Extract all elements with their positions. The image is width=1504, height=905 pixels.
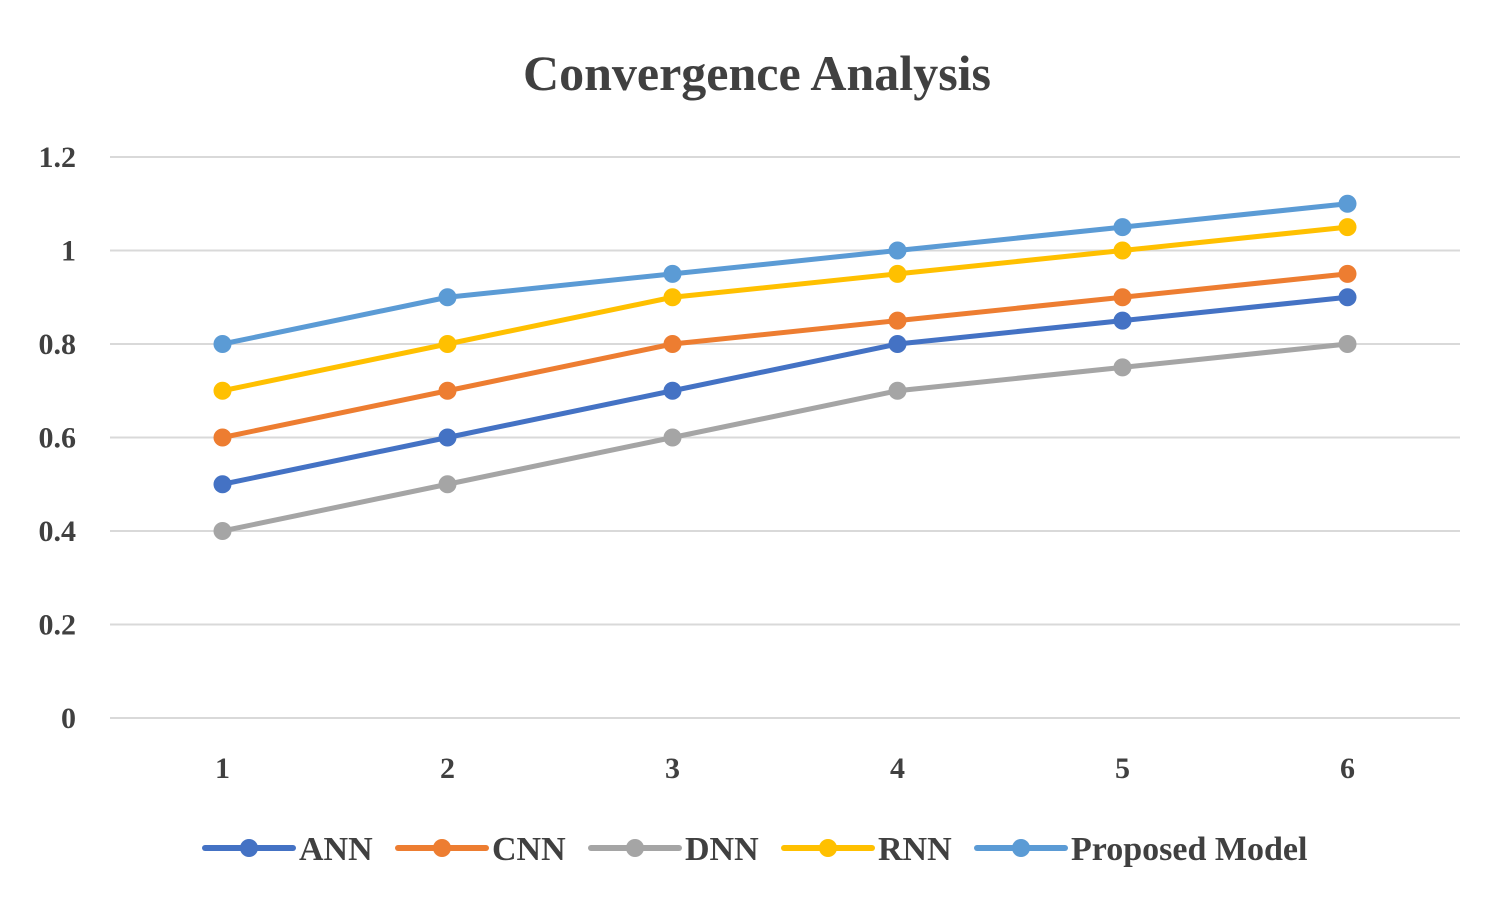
chart-title: Convergence Analysis [523, 45, 991, 101]
legend-label: Proposed Model [1071, 831, 1307, 868]
data-point [1113, 311, 1132, 330]
legend-swatch-marker [1012, 839, 1030, 857]
x-tick-label: 4 [890, 752, 905, 785]
data-point [663, 288, 682, 307]
data-point [213, 522, 232, 540]
series-lines [213, 194, 1357, 540]
data-point [1113, 218, 1132, 237]
legend-item-ann: ANN [202, 831, 373, 868]
legend-swatch-marker [240, 839, 258, 857]
data-point [888, 335, 907, 353]
series-line [220, 201, 1350, 347]
data-point [1338, 264, 1357, 283]
y-tick-label: 0.8 [39, 328, 77, 361]
series-proposed-model [213, 194, 1357, 353]
data-point [1338, 335, 1357, 353]
data-point [888, 241, 907, 260]
series-dnn [213, 335, 1357, 540]
x-tick-label: 3 [665, 752, 680, 785]
legend-label: DNN [685, 831, 759, 868]
data-point [1338, 288, 1357, 307]
data-point [213, 475, 232, 494]
series-rnn [213, 218, 1357, 400]
data-point [1113, 288, 1132, 307]
data-point [663, 381, 682, 400]
legend-item-rnn: RNN [781, 831, 952, 868]
legend-swatch-marker [819, 839, 837, 857]
data-point [888, 311, 907, 330]
gridlines [110, 156, 1460, 719]
data-point [888, 381, 907, 400]
series-line [220, 224, 1350, 394]
data-point [438, 335, 457, 353]
data-point [663, 335, 682, 353]
y-tick-label: 0.6 [39, 422, 77, 455]
data-point [438, 288, 457, 307]
legend: ANN CNN DNN RNN Proposed Model [202, 831, 1307, 868]
data-point [1113, 241, 1132, 260]
data-point [663, 264, 682, 283]
legend-label: ANN [299, 831, 373, 868]
y-tick-label: 1.2 [39, 141, 77, 174]
series-ann [213, 288, 1357, 494]
legend-item-cnn: CNN [395, 831, 566, 868]
series-line [220, 294, 1350, 487]
legend-label: RNN [878, 831, 952, 868]
legend-label: CNN [492, 831, 566, 868]
data-point [213, 381, 232, 400]
data-point [438, 475, 457, 494]
data-point [663, 428, 682, 447]
data-point [213, 428, 232, 447]
y-tick-label: 0 [61, 702, 76, 735]
y-axis-ticks: 0 0.2 0.4 0.6 0.8 1 1.2 [39, 141, 77, 735]
data-point [438, 381, 457, 400]
x-tick-label: 6 [1340, 752, 1355, 785]
data-point [1338, 218, 1357, 237]
legend-swatch-marker [626, 839, 644, 857]
series-line [220, 341, 1350, 534]
x-tick-label: 2 [440, 752, 455, 785]
data-point [438, 428, 457, 447]
series-line [220, 271, 1350, 440]
data-point [1338, 194, 1357, 213]
x-tick-label: 5 [1115, 752, 1130, 785]
legend-item-dnn: DNN [588, 831, 759, 868]
y-tick-label: 1 [61, 235, 76, 268]
legend-swatch-marker [433, 839, 451, 857]
y-tick-label: 0.4 [39, 515, 77, 548]
data-point [213, 335, 232, 353]
legend-item-proposed-model: Proposed Model [974, 831, 1307, 868]
series-cnn [213, 264, 1357, 447]
x-axis-ticks: 1 2 3 4 5 6 [215, 752, 1355, 785]
x-tick-label: 1 [215, 752, 230, 785]
y-tick-label: 0.2 [39, 609, 77, 642]
data-point [1113, 358, 1132, 377]
data-point [888, 264, 907, 283]
